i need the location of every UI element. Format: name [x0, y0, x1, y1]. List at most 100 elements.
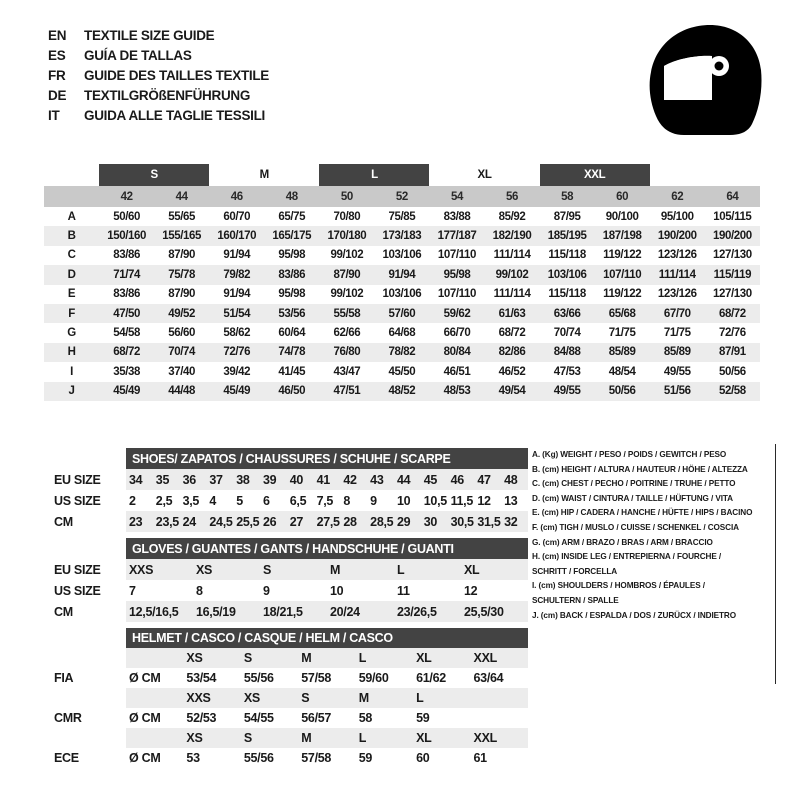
measurement-cell: 60/70 — [223, 210, 251, 223]
measurement-row-letter: C — [67, 249, 76, 262]
helmet-cell: 53/54 — [186, 671, 217, 685]
measurement-row: H 68/72 70/74 72/76 74/78 76/80 78/82 80/84 82/8… — [44, 342, 760, 363]
shoes-header-spacer — [48, 448, 126, 469]
measurement-cell: 187/198 — [594, 226, 650, 246]
legend-divider — [775, 444, 776, 684]
measurement-cell: 107/110 — [437, 288, 477, 301]
gloves-cell: 9 — [263, 583, 270, 598]
helmet-row-label — [48, 728, 126, 748]
measurement-cell: 90/100 — [605, 210, 639, 223]
shoes-cell: 30 — [420, 511, 448, 532]
measurement-cell: 87/90 — [319, 265, 375, 285]
helmet-cell: XS — [183, 648, 241, 668]
measurement-cell: 83/86 — [113, 249, 140, 262]
helmet-cell: 53 — [186, 751, 200, 765]
measurement-cell: 91/94 — [223, 249, 251, 262]
numeric-size-header: 42 — [99, 186, 155, 207]
helmet-cell: M — [355, 688, 414, 708]
shoes-cell: 7,5 — [316, 493, 334, 508]
title-text: GUÍA DE TALLAS — [84, 48, 192, 63]
measurement-cell: 51/56 — [649, 381, 705, 401]
legend-line: J. (cm) BACK / ESPALDA / DOS / ZURÜCX / … — [532, 610, 736, 620]
gloves-cell: 18/21,5 — [260, 601, 327, 622]
shoes-row-label: US SIZE — [54, 493, 101, 508]
measurement-cell: 115/119 — [704, 265, 760, 285]
size-band-xl: XL — [429, 164, 540, 186]
measurement-cell: 87/90 — [168, 288, 196, 301]
measurement-cell: 50/56 — [594, 381, 650, 401]
gloves-cell: 12 — [464, 583, 478, 598]
numeric-size-header: 52 — [374, 186, 430, 207]
shoes-cell: 41 — [313, 469, 341, 490]
measurement-cell: 47/50 — [99, 303, 155, 324]
shoes-cell: 4 — [209, 493, 217, 508]
numeric-size-header: 44 — [154, 186, 210, 207]
measurement-cell: 82/86 — [484, 342, 540, 363]
shoes-cell: 23 — [126, 511, 153, 532]
measurement-cell: 49/55 — [663, 365, 691, 378]
measurement-cell: 37/40 — [168, 365, 196, 378]
measurement-row: B 150/160 155/165 160/170 165/175 170/180 173/… — [44, 226, 760, 246]
measurement-cell: 48/54 — [608, 365, 636, 378]
numeric-size-header: 64 — [704, 186, 760, 207]
gloves-cell: 7 — [129, 583, 136, 598]
shoes-cell: 32 — [501, 511, 528, 532]
measurement-cell: 68/72 — [498, 327, 526, 340]
gloves-cell: 12,5/16,5 — [126, 601, 193, 622]
legend-line: SCHRITT / FORCELLA — [532, 566, 618, 576]
legend-line: A. (Kg) WEIGHT / PESO / POIDS / GEWITCH … — [532, 450, 727, 459]
title-row: IT GUIDA ALLE TAGLIE TESSILI — [48, 106, 269, 126]
measurement-row: F 47/50 49/52 51/54 53/56 55/58 57/60 59/62 61/6… — [44, 303, 760, 324]
measurement-cell: 52/58 — [704, 381, 760, 401]
measurement-cell: 95/98 — [429, 265, 485, 285]
measurement-cell: 54/58 — [113, 327, 140, 340]
shoes-cell: 28,5 — [367, 511, 394, 532]
measurement-cell: 111/114 — [649, 265, 705, 285]
measurement-cell: 190/200 — [704, 226, 760, 246]
helmet-cell: S — [240, 728, 299, 748]
measurement-cell: 170/180 — [319, 226, 375, 246]
measurement-cell: 99/102 — [330, 288, 364, 301]
legend-line: SCHULTERN / SPALLE — [532, 595, 619, 605]
shoes-row-label: EU SIZE — [54, 472, 101, 487]
measurement-cell: 46/50 — [264, 381, 320, 401]
helmet-cell: L — [355, 728, 414, 748]
shoes-cell: 3,5 — [182, 493, 200, 508]
gloves-row-label: US SIZE — [54, 583, 101, 598]
shoes-cell: 6 — [262, 493, 270, 508]
measurement-cell: 76/80 — [319, 342, 375, 363]
measurement-cell: 70/74 — [154, 342, 210, 363]
shoes-cell: 26 — [259, 511, 287, 532]
measurement-cell: 61/63 — [484, 303, 540, 324]
measurement-cell: 48/53 — [429, 381, 485, 401]
helmet-row-label: CMR — [54, 711, 82, 725]
main-size-table: S M L XL XXL 42 44 46 48 50 52 54 56 58 60 62 64 A 50/60 55… — [44, 164, 760, 401]
measurement-row-letter: A — [67, 210, 76, 223]
size-band-l: L — [319, 164, 430, 186]
shoes-cell: 8 — [343, 493, 351, 508]
measurement-cell: 41/45 — [278, 365, 306, 378]
shoes-cell: 12 — [477, 493, 491, 508]
helmet-cell: S — [240, 648, 299, 668]
helmet-cell: 55/56 — [243, 671, 274, 685]
helmet-cell: S — [298, 688, 356, 708]
helmet-table-body: HELMET / CASCO / CASQUE / HELM / CASCO XS… — [48, 628, 528, 768]
measurement-cell: 83/88 — [443, 210, 471, 223]
shoes-cell: 38 — [233, 469, 260, 490]
shoes-cell: 48 — [501, 469, 528, 490]
shoes-cell: 29 — [393, 511, 421, 532]
measurement-cell: 107/110 — [437, 249, 477, 262]
measurement-row-letter: E — [67, 288, 76, 301]
helmet-cell: L — [355, 648, 414, 668]
shoes-cell: 43 — [367, 469, 394, 490]
title-language-code: IT — [48, 108, 60, 123]
shoes-size-table: SHOES/ ZAPATOS / CHAUSSURES / SCHUHE / S… — [48, 448, 528, 532]
measurement-cell: 71/74 — [99, 265, 155, 285]
legend-line: E. (cm) HIP / CADERA / HANCHE / HÜFTE / … — [532, 508, 753, 518]
helmet-cell: XS — [240, 688, 299, 708]
helmet-header-spacer — [48, 628, 126, 648]
measurement-cell: 66/70 — [443, 327, 471, 340]
helmet-row: CMR Ø CM 52/53 54/55 56/57 58 59 — [48, 708, 528, 728]
helmet-row-unit — [126, 688, 184, 708]
shoes-cell: 23,5 — [152, 511, 180, 532]
